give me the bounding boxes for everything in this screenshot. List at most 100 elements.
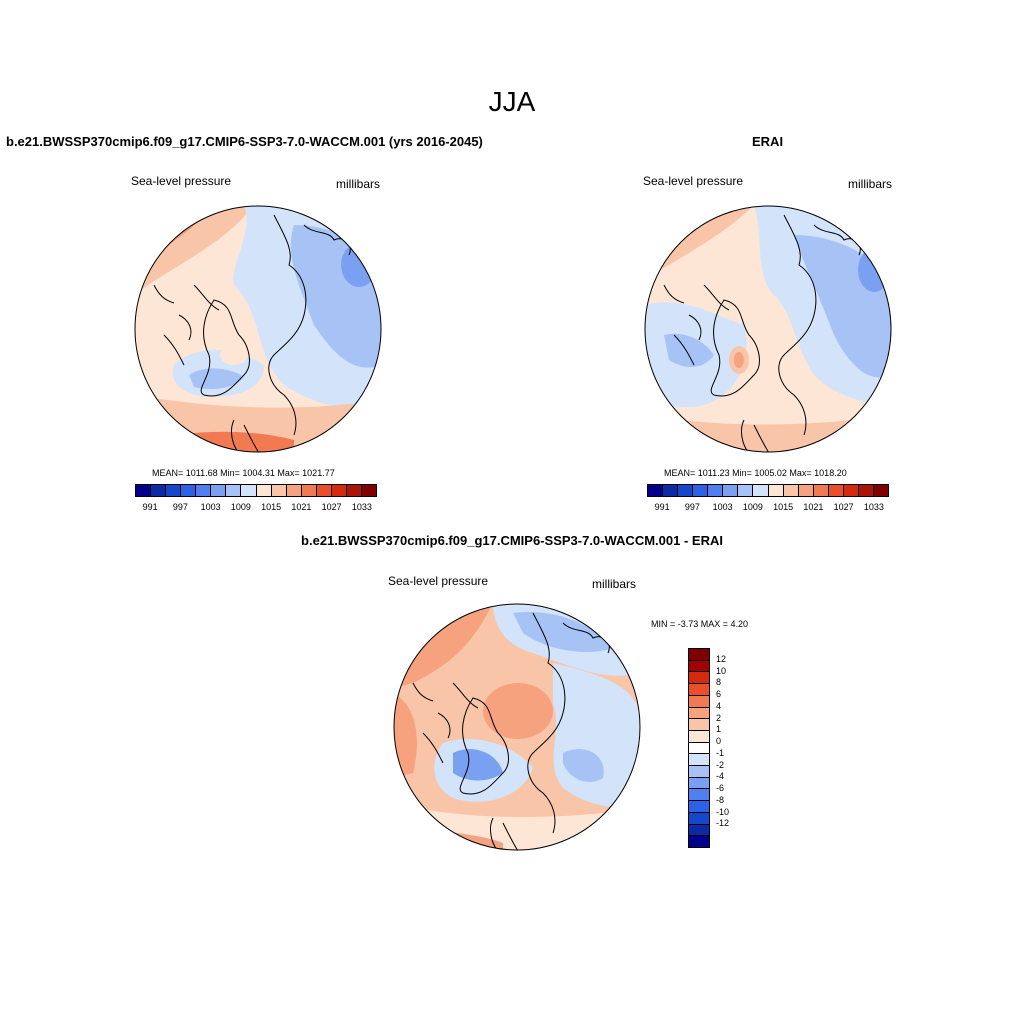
diff-colorbar-labels: 12 10 8 6 4 2 1 0 -1 -2 -4 -6 -8 -10 -12 — [716, 648, 756, 848]
diff-colorbar-swatch — [689, 742, 709, 755]
obs-colorbar-tick-label: 1033 — [863, 502, 884, 512]
obs-colorbar-labels: 991 997 1003 1009 1015 1021 1027 1033 — [647, 502, 889, 514]
model-colorbar-swatch — [346, 485, 362, 496]
model-colorbar-swatch — [271, 485, 287, 496]
model-polar-map — [134, 205, 382, 453]
model-colorbar-swatch — [136, 485, 152, 496]
obs-colorbar-swatch — [828, 485, 844, 496]
diff-variable-label: Sea-level pressure — [388, 574, 489, 588]
model-colorbar-swatch — [166, 485, 182, 496]
model-colorbar-swatch — [256, 485, 272, 496]
model-colorbar-swatch — [361, 485, 376, 496]
diff-colorbar-swatch — [689, 695, 709, 708]
model-colorbar-swatch — [286, 485, 302, 496]
diff-colorbar-tick-label: -12 — [716, 818, 730, 829]
diff-colorbar-tick-label: 12 — [716, 653, 727, 664]
model-colorbar-tick-label: 1015 — [261, 502, 282, 512]
diff-colorbar-tick-label: -1 — [716, 747, 725, 758]
model-units-label: millibars — [336, 177, 381, 191]
obs-colorbar-tick-label: 997 — [684, 502, 700, 512]
obs-colorbar-swatch — [813, 485, 829, 496]
obs-colorbar-swatch — [873, 485, 888, 496]
diff-colorbar-tick-label: 4 — [716, 700, 722, 711]
model-colorbar-swatch — [151, 485, 167, 496]
obs-colorbar-swatch — [783, 485, 799, 496]
diff-colorbar-swatch — [689, 672, 709, 685]
model-colorbar-swatch — [211, 485, 227, 496]
obs-colorbar-tick-label: 1021 — [803, 502, 824, 512]
diff-colorbar-tick-label: 8 — [716, 677, 722, 688]
obs-variable-label: Sea-level pressure — [643, 174, 744, 188]
diff-colorbar-tick-label: -2 — [716, 759, 725, 770]
model-colorbar-swatch — [316, 485, 332, 496]
diff-stats: MIN = -3.73 MAX = 4.20 — [651, 619, 749, 629]
obs-colorbar-tick-label: 991 — [654, 502, 670, 512]
obs-colorbar-tick-label: 1009 — [742, 502, 763, 512]
obs-colorbar-swatch — [723, 485, 739, 496]
model-variable-label: Sea-level pressure — [131, 174, 232, 188]
model-stats: MEAN= 1011.68 Min= 1004.31 Max= 1021.77 — [152, 468, 335, 478]
obs-colorbar-swatch — [738, 485, 754, 496]
obs-colorbar-tick-label: 1027 — [833, 502, 854, 512]
model-panel-title: b.e21.BWSSP370cmip6.f09_g17.CMIP6-SSP3-7… — [6, 134, 483, 149]
model-colorbar-swatch — [301, 485, 317, 496]
diff-units-label: millibars — [592, 577, 637, 591]
diff-colorbar-swatch — [689, 812, 709, 825]
obs-units-label: millibars — [848, 177, 893, 191]
obs-colorbar-swatch — [858, 485, 874, 496]
diff-colorbar-swatch — [689, 766, 709, 778]
figure-title: JJA — [488, 86, 536, 117]
diff-colorbar-tick-label: 2 — [716, 712, 722, 723]
diff-colorbar-tick-label: -4 — [716, 771, 725, 782]
obs-colorbar-swatch — [768, 485, 784, 496]
obs-colorbar-tick-label: 1003 — [712, 502, 733, 512]
obs-colorbar-swatch — [648, 485, 664, 496]
diff-colorbar-swatch — [689, 684, 709, 696]
obs-colorbar-swatch — [663, 485, 679, 496]
model-colorbar-swatch — [241, 485, 257, 496]
obs-stats: MEAN= 1011.23 Min= 1005.02 Max= 1018.20 — [664, 468, 847, 478]
diff-polar-map — [393, 603, 641, 851]
diff-colorbar-swatch — [689, 754, 709, 767]
diff-colorbar-swatch — [689, 719, 709, 731]
model-colorbar-tick-label: 1009 — [230, 502, 251, 512]
obs-colorbar — [647, 484, 889, 497]
model-colorbar-swatch — [181, 485, 197, 496]
obs-panel-title: ERAI — [752, 134, 784, 149]
diff-colorbar-tick-label: 0 — [716, 736, 722, 747]
obs-colorbar-swatch — [843, 485, 859, 496]
obs-colorbar-swatch — [708, 485, 724, 496]
model-colorbar-tick-label: 1027 — [321, 502, 342, 512]
model-colorbar-tick-label: 997 — [172, 502, 188, 512]
obs-colorbar-tick-label: 1015 — [773, 502, 794, 512]
diff-colorbar-swatch — [689, 824, 709, 837]
model-colorbar-tick-label: 991 — [142, 502, 158, 512]
model-colorbar-tick-label: 1021 — [291, 502, 312, 512]
model-colorbar-labels: 991 997 1003 1009 1015 1021 1027 1033 — [135, 502, 377, 514]
diff-colorbar-tick-label: -6 — [716, 783, 725, 794]
model-colorbar — [135, 484, 377, 497]
model-colorbar-swatch — [331, 485, 347, 496]
obs-polar-map — [644, 205, 892, 453]
diff-colorbar-swatch — [689, 730, 709, 743]
model-colorbar-tick-label: 1033 — [351, 502, 372, 512]
diff-colorbar-tick-label: 1 — [716, 724, 722, 735]
model-colorbar-swatch — [226, 485, 242, 496]
diff-colorbar-swatch — [689, 660, 709, 673]
diff-colorbar-swatch — [689, 801, 709, 813]
obs-colorbar-swatch — [798, 485, 814, 496]
diff-colorbar-swatch — [689, 707, 709, 720]
diff-colorbar-tick-label: -10 — [716, 806, 730, 817]
diff-colorbar-swatch — [689, 777, 709, 790]
diff-colorbar-tick-label: 10 — [716, 665, 727, 676]
model-colorbar-swatch — [196, 485, 212, 496]
obs-colorbar-swatch — [678, 485, 694, 496]
diff-colorbar — [688, 648, 710, 848]
diff-colorbar-swatch — [689, 836, 709, 847]
diff-colorbar-tick-label: -8 — [716, 794, 725, 805]
diff-colorbar-swatch — [689, 789, 709, 802]
diff-colorbar-tick-label: 6 — [716, 689, 722, 700]
obs-colorbar-swatch — [693, 485, 709, 496]
obs-colorbar-swatch — [753, 485, 769, 496]
diff-colorbar-swatch — [689, 649, 709, 661]
